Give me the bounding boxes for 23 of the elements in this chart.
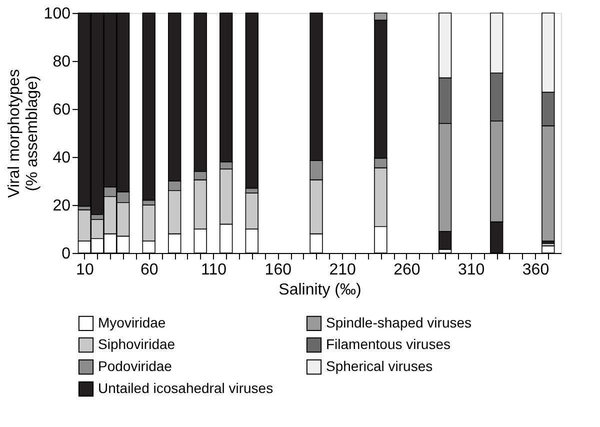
legend-label: Untailed icosahedral viruses (98, 380, 274, 396)
x-tick-label: 360 (522, 262, 550, 278)
y-tick-label: 60 (52, 102, 71, 118)
legend-label: Spindle-shaped viruses (326, 314, 472, 330)
y-tick-label: 80 (52, 54, 71, 70)
x-tick-label: 260 (394, 262, 420, 278)
legend-label: Myoviridae (98, 314, 166, 330)
x-tick-label: 10 (76, 262, 94, 278)
x-tick-label: 110 (200, 262, 227, 278)
x-tick-label: 210 (329, 262, 356, 278)
x-tick-label: 60 (140, 262, 158, 278)
y-tick-label: 100 (44, 6, 71, 22)
y-tick-label: 0 (62, 246, 71, 262)
legend-label: Filamentous viruses (326, 336, 450, 352)
x-axis-title: Salinity (‰) (278, 282, 362, 298)
legend-label: Podoviridae (98, 358, 172, 374)
y-axis-title: Viral morphotypes (% assemblage) (6, 69, 41, 198)
y-tick-label: 20 (52, 198, 71, 214)
y-tick-label: 40 (52, 150, 71, 166)
legend-label: Spherical viruses (326, 358, 433, 374)
x-tick-label: 310 (458, 262, 485, 278)
x-tick-label: 160 (264, 262, 292, 278)
legend-label: Siphoviridae (98, 336, 176, 352)
